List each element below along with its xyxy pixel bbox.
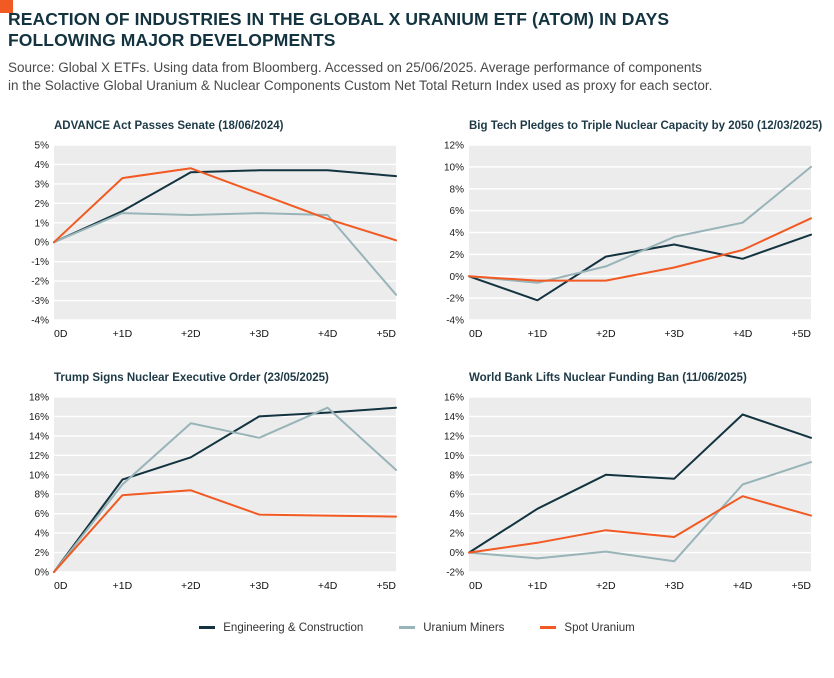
svg-text:0D: 0D <box>469 580 483 592</box>
svg-text:10%: 10% <box>29 470 49 481</box>
svg-text:0%: 0% <box>35 567 50 578</box>
svg-text:+5D: +5D <box>791 328 811 340</box>
chart-world-bank-funding-ban: World Bank Lifts Nuclear Funding Ban (11… <box>437 372 824 596</box>
svg-text:1%: 1% <box>35 218 50 229</box>
svg-text:0D: 0D <box>469 328 483 340</box>
svg-text:8%: 8% <box>450 184 465 195</box>
svg-text:8%: 8% <box>35 490 50 501</box>
legend-item-engineering-construction: Engineering & Construction <box>199 622 363 634</box>
source-note-line1: Source: Global X ETFs. Using data from B… <box>8 59 702 75</box>
svg-text:4%: 4% <box>450 509 465 520</box>
svg-text:-3%: -3% <box>31 296 49 307</box>
svg-text:+2D: +2D <box>181 328 201 340</box>
svg-text:+3D: +3D <box>249 328 269 340</box>
svg-text:2%: 2% <box>35 199 50 210</box>
svg-text:+5D: +5D <box>376 580 396 592</box>
header: REACTION OF INDUSTRIES IN THE GLOBAL X U… <box>0 0 834 96</box>
legend-label-uranium-miners: Uranium Miners <box>423 621 505 634</box>
legend-item-spot-uranium: Spot Uranium <box>540 621 635 634</box>
legend-swatch-spot-uranium <box>540 626 557 630</box>
svg-text:+2D: +2D <box>181 580 201 592</box>
svg-text:+3D: +3D <box>664 580 684 592</box>
chart-plot-big-tech-pledge: -4% -2% 0% 2% 4% 6% 8% 10% 12% 0D +1D +2D +3D +4D +5D <box>437 139 824 344</box>
svg-text:+3D: +3D <box>249 580 269 592</box>
svg-text:6%: 6% <box>450 490 465 501</box>
chart-title-big-tech-pledge: Big Tech Pledges to Triple Nuclear Capac… <box>469 119 823 132</box>
svg-text:3%: 3% <box>35 179 50 190</box>
svg-text:+4D: +4D <box>733 328 753 340</box>
svg-text:+1D: +1D <box>113 580 133 592</box>
chart-trump-executive-order: Trump Signs Nuclear Executive Order (23/… <box>22 372 409 596</box>
source-note: Source: Global X ETFs. Using data from B… <box>8 59 822 96</box>
legend: Engineering & Construction Uranium Miner… <box>0 622 834 634</box>
chart-plot-advance-act: -4% -3% -2% -1% 0% 1% 2% 3% 4% 5% 0D +1D +2D +3D +4D +5… <box>22 139 409 344</box>
svg-text:16%: 16% <box>29 412 49 423</box>
svg-text:12%: 12% <box>444 140 464 151</box>
legend-swatch-uranium-miners <box>399 626 416 630</box>
svg-text:12%: 12% <box>29 451 49 462</box>
svg-text:-2%: -2% <box>446 567 464 578</box>
svg-text:0%: 0% <box>450 272 465 283</box>
legend-swatch-engineering-construction <box>199 626 216 630</box>
source-note-line2: in the Solactive Global Uranium & Nuclea… <box>8 78 713 94</box>
chart-title-advance-act: ADVANCE Act Passes Senate (18/06/2024) <box>54 119 284 132</box>
svg-text:+4D: +4D <box>733 580 753 592</box>
svg-text:6%: 6% <box>35 509 50 520</box>
svg-text:-4%: -4% <box>31 315 49 326</box>
svg-text:18%: 18% <box>29 392 49 403</box>
svg-text:+1D: +1D <box>528 580 548 592</box>
svg-text:-2%: -2% <box>31 277 49 288</box>
svg-text:2%: 2% <box>35 548 50 559</box>
page-title-line2: FOLLOWING MAJOR DEVELOPMENTS <box>8 30 336 51</box>
svg-text:6%: 6% <box>450 206 465 217</box>
svg-text:0%: 0% <box>35 238 50 249</box>
svg-text:0D: 0D <box>54 580 68 592</box>
svg-text:-2%: -2% <box>446 294 464 305</box>
svg-text:+3D: +3D <box>664 328 684 340</box>
svg-text:+1D: +1D <box>528 328 548 340</box>
svg-text:0D: 0D <box>54 328 68 340</box>
brand-accent-square <box>0 0 13 13</box>
svg-text:16%: 16% <box>444 392 464 403</box>
svg-text:0%: 0% <box>450 548 465 559</box>
page-title-line1: REACTION OF INDUSTRIES IN THE GLOBAL X U… <box>8 9 670 29</box>
svg-text:10%: 10% <box>444 162 464 173</box>
svg-text:+2D: +2D <box>596 580 616 592</box>
svg-text:-4%: -4% <box>446 315 464 326</box>
chart-plot-trump-executive-order: 0% 2% 4% 6% 8% 10% 12% 14% 16% 18% 0D +1D +2D +3D +4D +… <box>22 391 409 596</box>
legend-label-spot-uranium: Spot Uranium <box>564 621 635 634</box>
svg-text:4%: 4% <box>35 529 50 540</box>
legend-item-uranium-miners: Uranium Miners <box>399 622 504 634</box>
chart-plot-world-bank-funding-ban: -2% 0% 2% 4% 6% 8% 10% 12% 14% 16% 0D +1D +2D +3D +4D +… <box>437 391 824 596</box>
charts-grid: ADVANCE Act Passes Senate (18/06/2024) -… <box>0 96 834 596</box>
svg-text:+4D: +4D <box>318 580 338 592</box>
chart-title-trump-executive-order: Trump Signs Nuclear Executive Order (23/… <box>54 371 329 384</box>
svg-text:8%: 8% <box>450 470 465 481</box>
svg-text:+5D: +5D <box>791 580 811 592</box>
chart-advance-act: ADVANCE Act Passes Senate (18/06/2024) -… <box>22 120 409 344</box>
svg-text:+1D: +1D <box>113 328 133 340</box>
svg-text:2%: 2% <box>450 250 465 261</box>
legend-label-engineering-construction: Engineering & Construction <box>223 621 364 634</box>
chart-title-world-bank-funding-ban: World Bank Lifts Nuclear Funding Ban (11… <box>469 371 747 384</box>
svg-text:+4D: +4D <box>318 328 338 340</box>
svg-text:+5D: +5D <box>376 328 396 340</box>
svg-text:2%: 2% <box>450 529 465 540</box>
svg-text:5%: 5% <box>35 140 50 151</box>
svg-text:4%: 4% <box>450 228 465 239</box>
svg-text:12%: 12% <box>444 431 464 442</box>
chart-big-tech-pledge: Big Tech Pledges to Triple Nuclear Capac… <box>437 120 824 344</box>
svg-text:10%: 10% <box>444 451 464 462</box>
svg-text:14%: 14% <box>444 412 464 423</box>
page-title: REACTION OF INDUSTRIES IN THE GLOBAL X U… <box>8 7 822 52</box>
svg-text:14%: 14% <box>29 431 49 442</box>
svg-text:+2D: +2D <box>596 328 616 340</box>
svg-text:4%: 4% <box>35 160 50 171</box>
svg-text:-1%: -1% <box>31 257 49 268</box>
